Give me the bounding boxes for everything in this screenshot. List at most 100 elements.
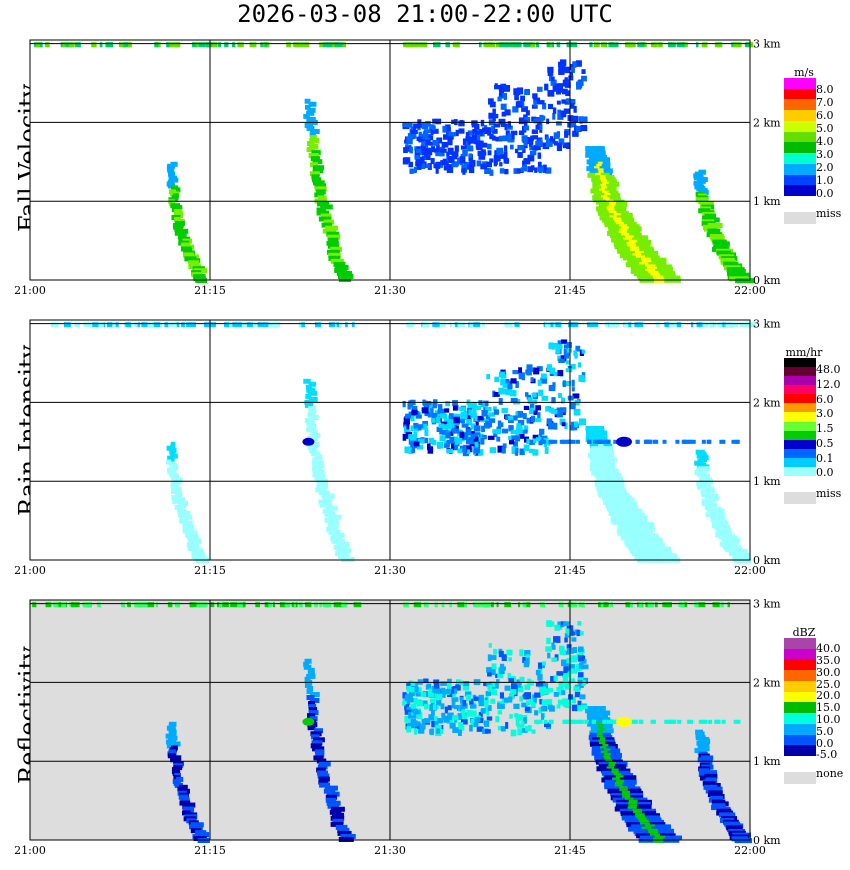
echo-cell [219,602,222,608]
echo-cell [553,422,558,430]
echo-cell [524,602,531,608]
echo-cell [335,550,348,556]
echo-cell [462,449,469,457]
echo-cell [501,407,508,414]
echo-cell [402,122,408,127]
echo-cell [312,168,324,174]
echo-cell [310,731,322,737]
echo-cell [429,698,436,704]
echo-cell [413,697,418,705]
echo-cell [564,633,570,638]
echo-cell [478,42,482,48]
echo-cell [449,722,456,729]
echo-cell [524,706,530,712]
echo-cell [447,130,452,136]
echo-cell [668,719,673,724]
echo-cell [535,669,541,676]
echo-cell [606,439,611,444]
echo-cell [410,718,417,725]
echo-cell [563,680,571,688]
echo-cell [536,366,543,372]
echo-cell [491,655,497,660]
echo-cell [436,426,443,433]
echo-cell [468,409,473,416]
echo-cell [535,437,542,442]
legend-level-label: 4.0 [816,135,834,149]
echo-cell [560,355,567,362]
echo-cell [306,673,316,679]
echo-cell [492,406,497,411]
echo-cell [517,419,525,426]
echo-cell [439,435,446,442]
echo-cell [224,602,229,608]
echo-cell [309,698,320,704]
echo-cell [556,636,561,643]
echo-cell [452,445,458,451]
echo-cell [449,436,455,444]
echo-cell [460,145,467,150]
echo-cell [540,706,547,712]
echo-cell [499,154,504,159]
legend-swatch [784,439,816,450]
echo-cell [515,435,521,442]
echo-cell [421,148,427,156]
echo-cell [71,602,80,608]
echo-cell [486,667,493,673]
echo-cell [467,130,475,136]
echo-cell [704,42,708,48]
echo-cell [489,158,494,163]
echo-cell [526,364,533,371]
echo-cell [696,322,703,328]
echo-cell [174,782,183,788]
echo-cell [446,151,450,159]
legend-swatch [784,421,816,432]
echo-cell [455,129,459,137]
echo-cell [264,602,269,608]
echo-cell [312,159,323,165]
echo-cell [580,659,587,664]
echo-cell [409,146,413,154]
echo-cell [522,656,527,663]
echo-cell [505,85,511,90]
echo-cell [493,161,498,167]
echo-cell [305,104,311,110]
echo-cell [409,687,415,693]
echo-cell [734,838,753,844]
echo-cell [312,165,325,171]
echo-cell [652,439,657,444]
echo-cell [507,138,515,143]
echo-cell [634,322,640,328]
echo-cell [204,322,212,328]
echo-cell [310,156,320,162]
echo-cell [308,153,320,159]
echo-cell [453,715,459,721]
echo-cell [308,101,317,107]
echo-cell [168,322,177,328]
echo-cell [423,718,431,724]
echo-cell [416,165,422,170]
echo-cell [540,439,545,444]
echo-cell [508,439,515,445]
echo-cell [538,434,543,440]
echo-cell [206,42,212,48]
echo-cell [147,602,155,608]
echo-cell [736,719,741,724]
echo-cell [570,631,575,636]
echo-cell [580,124,588,132]
echo-cell [195,558,210,564]
echo-cell [510,415,518,421]
echo-cell [413,431,418,438]
echo-cell [173,42,181,48]
echo-cell [523,139,528,147]
echo-cell [424,426,428,434]
echo-cell [320,213,332,219]
echo-cell [451,436,459,443]
echo-cell [499,667,505,675]
echo-cell [306,141,315,147]
echo-cell [523,114,528,119]
echo-cell [314,454,323,460]
echo-cell [461,423,469,428]
echo-cell [543,683,549,689]
echo-cell [484,127,492,135]
echo-cell [454,439,459,445]
